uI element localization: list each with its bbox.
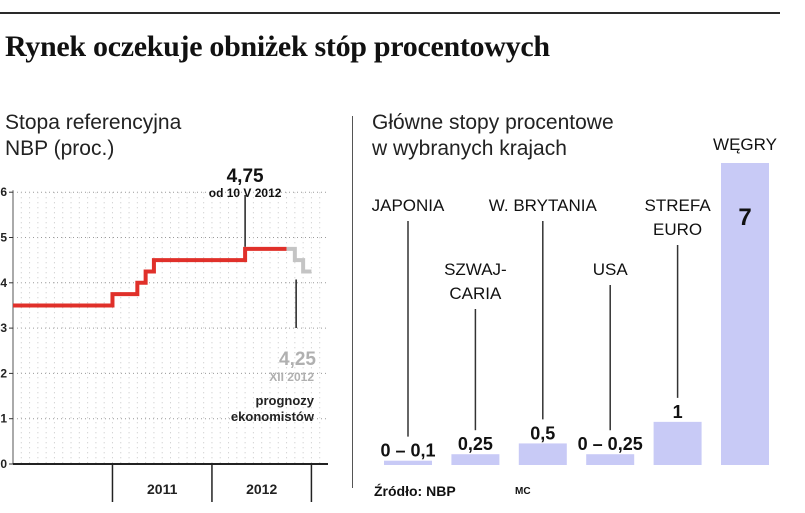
category-label: SZWAJ- bbox=[444, 260, 507, 279]
category-label: STREFA bbox=[645, 196, 712, 215]
bar bbox=[653, 421, 702, 465]
top-rule bbox=[0, 12, 780, 14]
author-credit: MC bbox=[515, 486, 531, 497]
page-title: Rynek oczekuje obniżek stóp procentowych bbox=[5, 30, 550, 63]
bar bbox=[721, 163, 769, 465]
x-tick-label: 2012 bbox=[246, 481, 277, 497]
annotation-forecast-date: XII 2012 bbox=[269, 370, 314, 384]
panel-divider bbox=[352, 116, 353, 488]
category-label: CARIA bbox=[449, 284, 502, 303]
left-chart-subtitle: Stopa referencyjna NBP (proc.) bbox=[5, 110, 265, 162]
category-label: JAPONIA bbox=[372, 196, 445, 215]
value-label: 0 – 0,25 bbox=[578, 434, 643, 454]
right-subtitle-line1: Główne stopy procentowe bbox=[372, 111, 614, 134]
value-label: 0,25 bbox=[458, 434, 493, 454]
bar bbox=[451, 454, 500, 465]
right-subtitle-line2: w wybranych krajach bbox=[372, 137, 567, 160]
y-tick-label: 2 bbox=[0, 366, 7, 380]
category-label: USA bbox=[593, 260, 629, 279]
annotation-forecast-value: 4,25 bbox=[279, 349, 316, 370]
y-tick-label: 1 bbox=[0, 412, 7, 426]
y-tick-label: 0 bbox=[0, 457, 7, 471]
x-tick-label: 2011 bbox=[147, 481, 178, 497]
y-tick-label: 6 bbox=[0, 185, 7, 199]
bar bbox=[586, 454, 635, 465]
bar bbox=[384, 460, 432, 465]
series-line-forecast bbox=[286, 246, 312, 274]
y-tick-label: 4 bbox=[0, 276, 7, 290]
annotation-peak-value: 4,75 bbox=[227, 166, 264, 187]
value-label: 1 bbox=[673, 402, 683, 422]
category-label: WĘGRY bbox=[713, 135, 777, 154]
annotation-peak-date: od 10 V 2012 bbox=[209, 186, 282, 200]
source-note: Źródło: NBP bbox=[374, 483, 456, 499]
value-label: 0 – 0,1 bbox=[380, 441, 435, 461]
bar bbox=[518, 443, 567, 465]
category-label: EURO bbox=[653, 220, 702, 239]
left-subtitle-line1: Stopa referencyjna bbox=[5, 111, 182, 134]
right-chart-subtitle: Główne stopy procentowe w wybranych kraj… bbox=[372, 110, 692, 162]
left-subtitle-line2: NBP (proc.) bbox=[5, 137, 115, 160]
annotation-forecast-note-2: ekonomistów bbox=[231, 409, 315, 424]
value-label: 0,5 bbox=[530, 423, 555, 443]
value-label: 7 bbox=[738, 204, 751, 231]
series-line-actual bbox=[13, 246, 287, 308]
category-label: W. BRYTANIA bbox=[489, 196, 598, 215]
annotation-forecast-note-1: prognozy bbox=[256, 393, 315, 408]
y-tick-label: 5 bbox=[0, 231, 7, 245]
y-tick-label: 3 bbox=[0, 321, 7, 335]
